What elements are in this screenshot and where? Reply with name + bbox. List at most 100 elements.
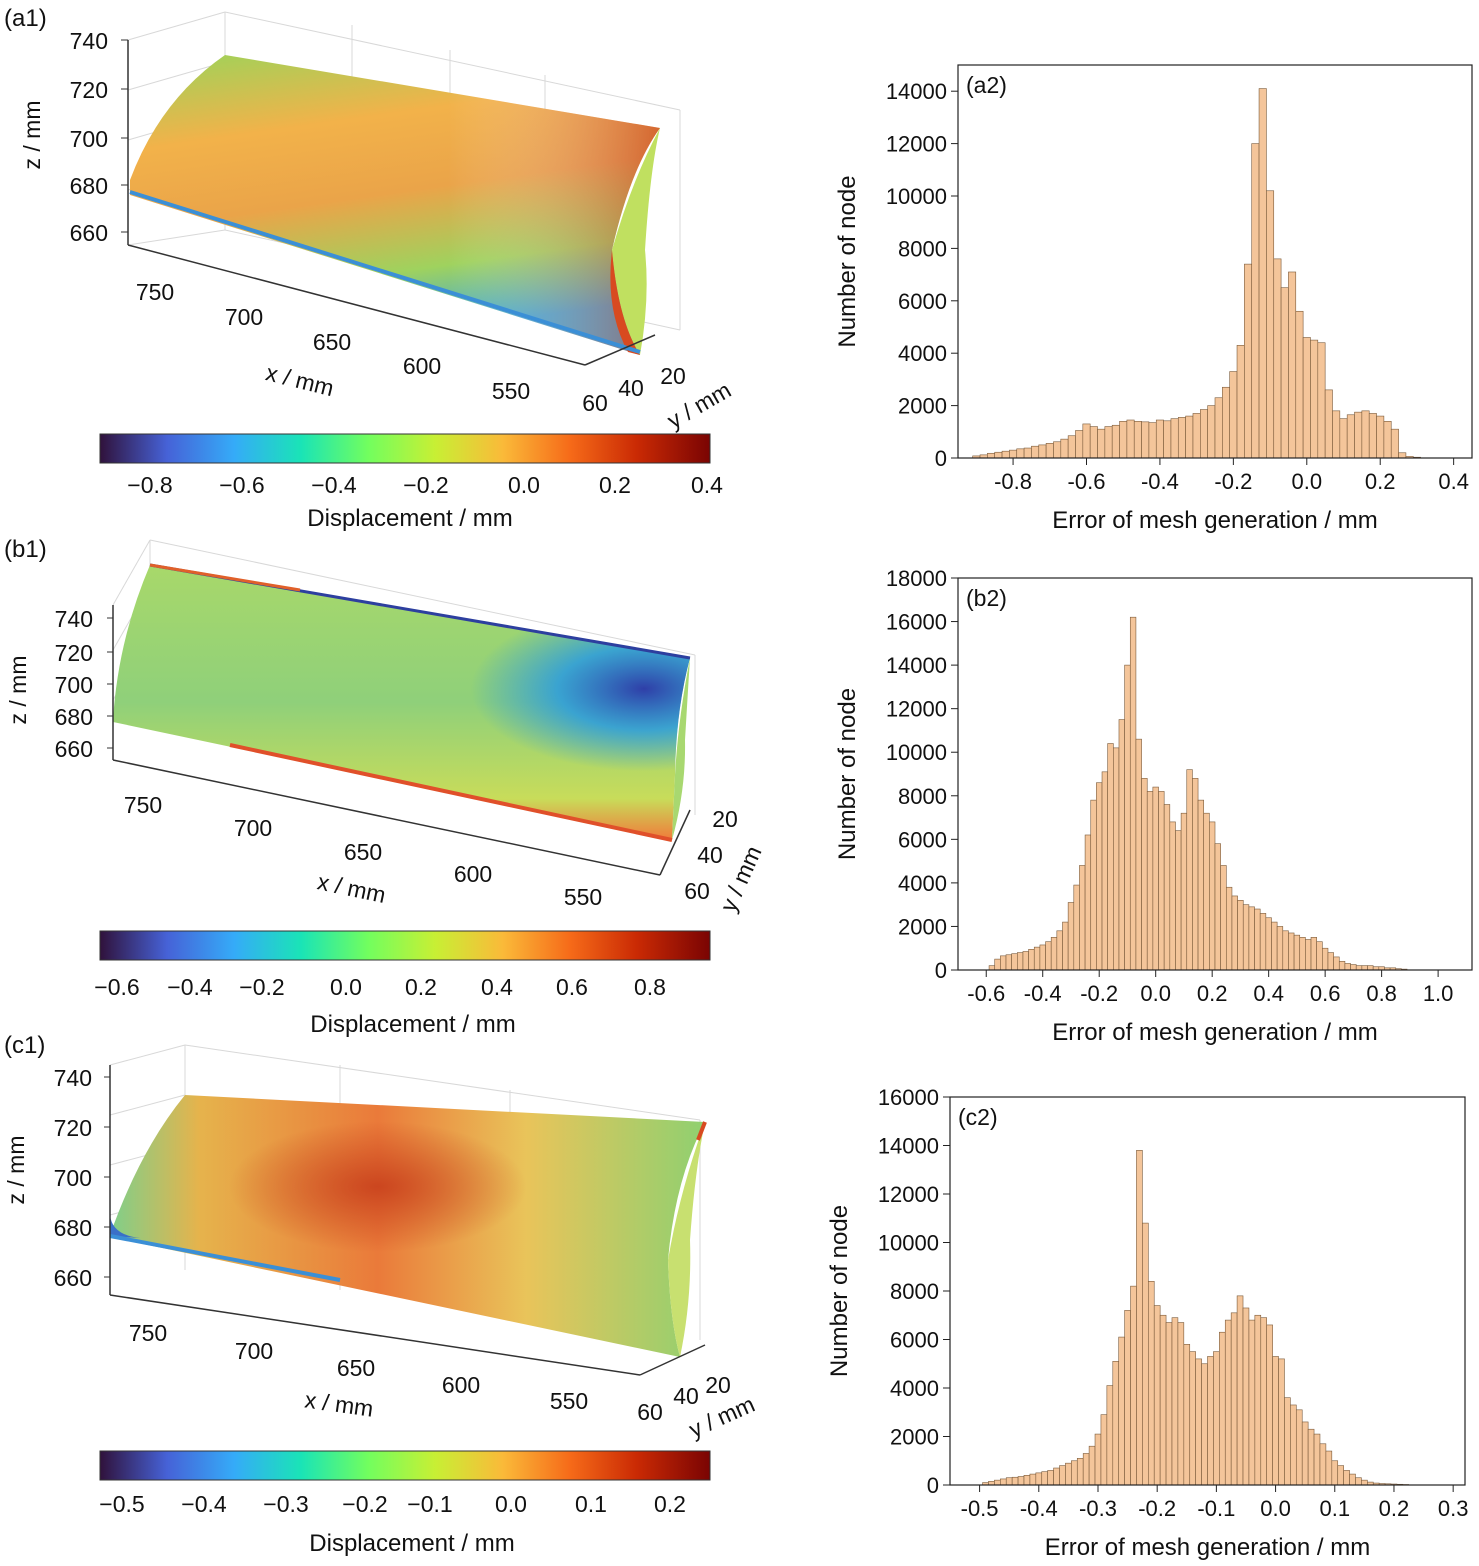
histogram-bar [1148,422,1157,459]
x-tick-label: -0.8 [994,469,1032,494]
histogram-bar [1319,1443,1327,1486]
y-tick-label: 4000 [890,1376,939,1401]
histogram-bar [1251,143,1260,459]
z-tick-label: 660 [55,736,93,762]
x-tick-label: -0.4 [1020,1496,1058,1521]
z-tick-label: 720 [55,640,93,666]
colorbar-tick-label: −0.5 [99,1491,144,1517]
histogram-bar [988,965,996,971]
histogram-bar [1222,386,1230,459]
histogram-bar [1089,426,1098,459]
plot-frame [957,577,1473,971]
histogram-bar [1079,865,1086,971]
histogram-bar [1229,371,1238,459]
histogram-bar [1200,409,1208,459]
y-tick-label: 10000 [878,1231,939,1256]
histogram-bar [1142,1222,1149,1486]
histogram-bar [1146,791,1154,971]
colorbar-tick-label: 0.6 [556,974,588,1000]
x-tick-label: 650 [313,329,351,355]
x-tick-label: 750 [124,792,162,818]
histogram-bar [1189,1351,1196,1486]
colorbar-tick-label: −0.4 [167,974,213,1000]
histogram-bar [1209,821,1216,971]
x-tick-label: 0.0 [1140,981,1171,1006]
surface-b1 [113,563,691,842]
histogram-bar [1065,1462,1072,1486]
y-tick-label: 8000 [898,236,947,261]
histogram-bar [1295,1409,1303,1486]
histogram-bar [994,451,1003,459]
histogram-bar [1113,747,1120,971]
histogram-bar [1272,1356,1279,1486]
histogram-bar [1288,271,1297,459]
histogram-bar [1135,738,1142,971]
histogram-bar [1225,886,1233,971]
y-tick-label: 12000 [878,1182,939,1207]
x-tick-label: -0.1 [1197,1496,1235,1521]
z-tick-label: 740 [55,606,93,632]
colorbar-tick-label: 0.4 [691,472,723,498]
x-tick-label: 700 [234,815,272,841]
colorbar-tick-label: −0.6 [94,974,139,1000]
histogram-bar [1017,1476,1025,1486]
histogram-bar [1338,960,1346,971]
z-tick-label: 720 [54,1115,92,1141]
y-tick-label: 0 [935,446,947,471]
x-tick-label: 0.2 [1379,1496,1410,1521]
histogram-bar [1368,413,1377,459]
x-tick-label: 0.4 [1438,469,1469,494]
x-tick-label: 650 [337,1355,375,1381]
histogram-bar [1293,934,1301,971]
histogram-bar [1035,1472,1043,1486]
histogram-bar [1307,1428,1315,1486]
x-tick-label: 0.4 [1253,981,1284,1006]
histogram-bar [1100,1414,1108,1486]
histogram-bar [1282,930,1289,971]
histogram-bar [1005,954,1012,971]
histogram-bar [1023,1475,1031,1486]
histogram-bar [1258,88,1267,459]
histogram-bar [1129,616,1137,971]
histogram-bar [1207,405,1216,459]
histogram-bar [1023,447,1032,459]
histogram-bar [1302,337,1311,459]
histogram-bar [1075,430,1084,459]
histogram-bar [1299,937,1306,971]
x-tick-label: 550 [550,1388,588,1414]
y-tick-label: 60 [684,878,710,904]
histogram-bar [1038,444,1047,459]
histogram-bar [1082,423,1091,459]
colorbar-label: Displacement / mm [309,1530,514,1557]
histogram-bar [1163,804,1171,971]
histogram-bar [1301,1421,1309,1486]
y-tick-label: 12000 [886,697,947,722]
x-tick-label: -0.2 [1214,469,1252,494]
histogram-bar [1331,1460,1339,1486]
surface-a1 [129,55,660,355]
histogram-bar [1155,419,1164,459]
histogram-bar [1045,443,1054,459]
histogram-bar [1192,778,1199,971]
histogram-bar [1333,956,1340,971]
y-tick-label: 14000 [886,653,947,678]
histogram-bar [1361,1479,1368,1486]
z-tick-label: 660 [54,1265,92,1291]
histogram-bar [1045,941,1052,971]
histogram-bar [1361,965,1368,971]
panel-label-a1: (a1) [4,5,47,32]
histogram-bar [1159,1314,1167,1486]
y-tick-label: 16000 [878,1085,939,1110]
histogram-bar [1327,952,1334,971]
y-tick-label: 2000 [898,914,947,939]
histogram-bar [1231,895,1238,971]
histogram-bar [1053,1467,1060,1486]
histogram-bar [1165,1322,1173,1486]
histogram-bar [1236,1295,1244,1486]
histogram-bar [1107,743,1114,971]
colorbar-tick-label: −0.1 [407,1491,452,1517]
histogram-bar [1104,426,1113,459]
x-axis-label: Error of mesh generation / mm [1052,507,1377,534]
y-tick-label: 60 [637,1399,663,1425]
